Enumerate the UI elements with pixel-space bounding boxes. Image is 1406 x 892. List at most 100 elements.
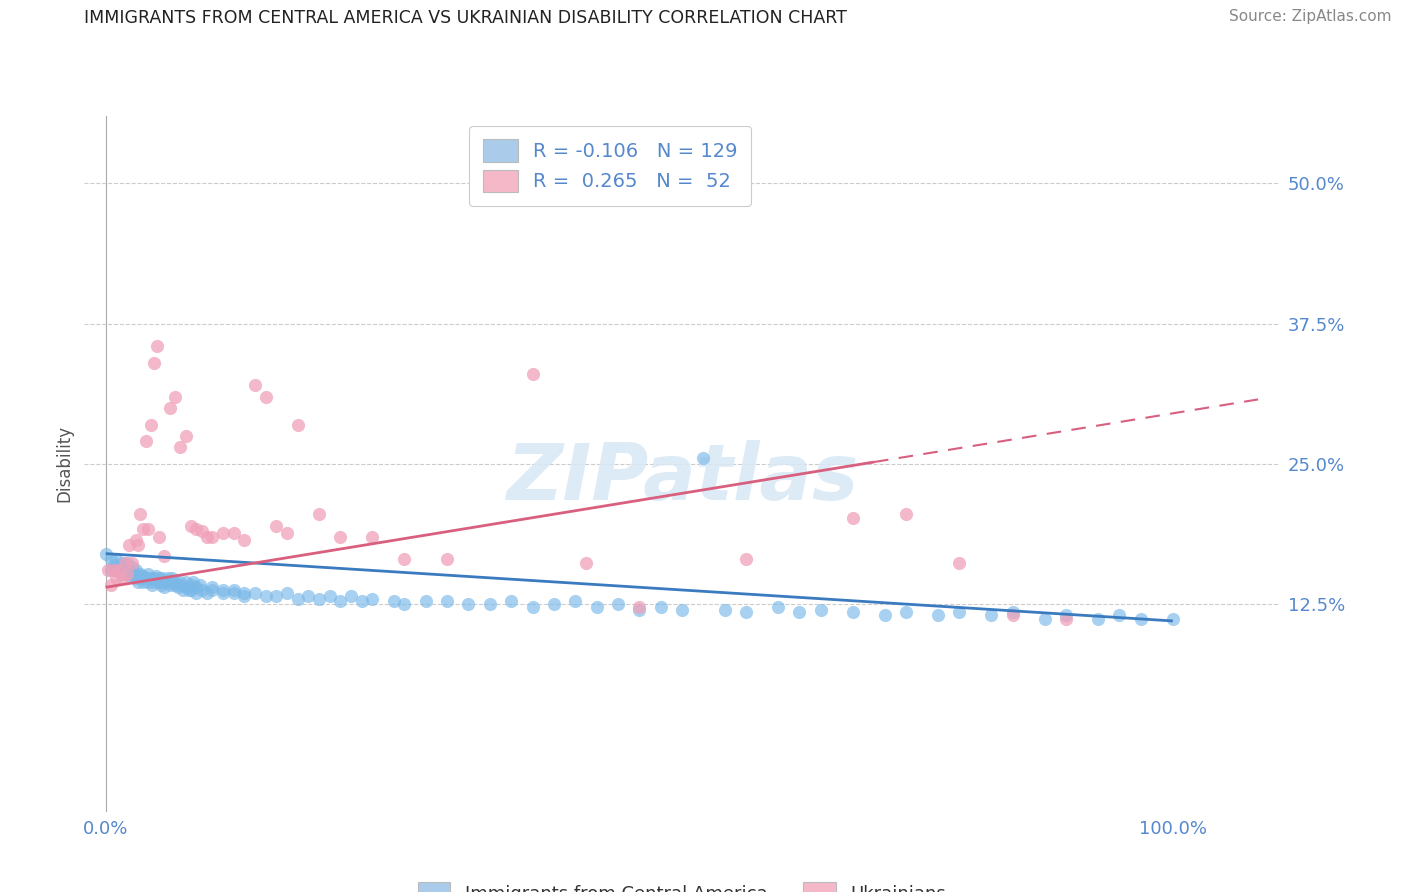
Point xyxy=(628,603,651,617)
Point xyxy=(129,571,152,585)
Point xyxy=(254,589,277,603)
Point xyxy=(142,356,165,370)
Point xyxy=(111,571,134,585)
Point xyxy=(501,593,523,607)
Text: ZIPatlas: ZIPatlas xyxy=(506,440,858,516)
Point xyxy=(1087,612,1109,626)
Point xyxy=(153,574,176,589)
Point xyxy=(894,605,917,619)
Point xyxy=(139,417,162,432)
Point xyxy=(150,571,173,585)
Point xyxy=(169,440,191,454)
Point xyxy=(585,600,607,615)
Point xyxy=(105,571,128,585)
Point xyxy=(127,574,149,589)
Point xyxy=(222,526,245,541)
Point xyxy=(894,508,917,522)
Point xyxy=(128,508,150,522)
Point xyxy=(186,522,208,536)
Point xyxy=(266,518,288,533)
Point xyxy=(254,390,277,404)
Point xyxy=(575,556,598,570)
Point xyxy=(297,589,319,603)
Point xyxy=(146,339,169,353)
Point xyxy=(787,605,810,619)
Point xyxy=(1054,612,1077,626)
Point xyxy=(766,600,789,615)
Point xyxy=(167,580,190,594)
Point xyxy=(287,417,309,432)
Point xyxy=(159,574,181,589)
Point xyxy=(105,552,128,566)
Point xyxy=(103,564,125,578)
Point xyxy=(394,597,416,611)
Point xyxy=(97,564,120,578)
Point xyxy=(287,591,309,606)
Point xyxy=(128,566,150,581)
Point xyxy=(165,390,187,404)
Point xyxy=(1161,612,1184,626)
Point xyxy=(650,600,672,615)
Point xyxy=(810,603,832,617)
Point xyxy=(172,582,194,597)
Y-axis label: Disability: Disability xyxy=(55,425,73,502)
Point xyxy=(1108,608,1130,623)
Point xyxy=(361,591,384,606)
Point xyxy=(107,560,129,574)
Point xyxy=(415,593,437,607)
Point xyxy=(180,582,202,597)
Point xyxy=(628,600,651,615)
Point xyxy=(177,582,200,597)
Point xyxy=(160,571,183,585)
Point xyxy=(201,530,224,544)
Point xyxy=(329,530,352,544)
Point xyxy=(132,569,155,583)
Point xyxy=(948,605,970,619)
Point xyxy=(111,560,134,574)
Point xyxy=(135,434,157,449)
Point xyxy=(94,547,117,561)
Point xyxy=(308,591,330,606)
Point xyxy=(142,574,165,589)
Point xyxy=(382,593,405,607)
Point xyxy=(107,564,129,578)
Point xyxy=(350,593,373,607)
Point xyxy=(340,589,363,603)
Point xyxy=(190,582,212,597)
Point xyxy=(361,530,384,544)
Point xyxy=(148,530,170,544)
Point xyxy=(138,574,160,589)
Point xyxy=(329,593,352,607)
Point xyxy=(169,578,191,592)
Point xyxy=(124,564,146,578)
Point xyxy=(233,586,256,600)
Point xyxy=(121,560,143,574)
Point xyxy=(186,586,208,600)
Point xyxy=(159,578,181,592)
Point xyxy=(114,556,136,570)
Point xyxy=(195,530,218,544)
Point xyxy=(1001,608,1024,623)
Point xyxy=(948,556,970,570)
Point xyxy=(159,401,181,415)
Point xyxy=(153,549,176,563)
Point xyxy=(233,589,256,603)
Point xyxy=(118,564,141,578)
Point xyxy=(174,574,197,589)
Point xyxy=(478,597,501,611)
Point xyxy=(276,586,298,600)
Point xyxy=(266,589,288,603)
Point xyxy=(1033,612,1056,626)
Point xyxy=(195,586,218,600)
Point xyxy=(111,556,134,570)
Point xyxy=(522,367,544,381)
Point xyxy=(735,552,758,566)
Point xyxy=(735,605,758,619)
Point xyxy=(436,552,458,566)
Point xyxy=(927,608,949,623)
Point xyxy=(212,586,235,600)
Point xyxy=(156,571,179,585)
Point xyxy=(121,556,143,570)
Point xyxy=(150,578,173,592)
Point xyxy=(127,538,149,552)
